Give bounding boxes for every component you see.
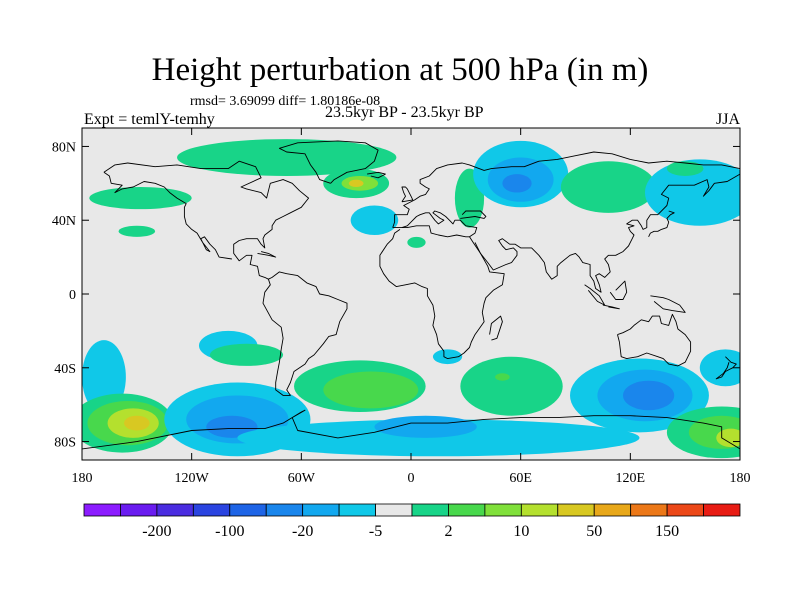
coastline-19 (367, 171, 386, 179)
coastline-13 (584, 284, 606, 306)
colorbar-box-2 (156, 503, 194, 517)
coastline-18 (257, 251, 277, 258)
coastline-2 (278, 140, 379, 184)
colorbar-label-1: -100 (215, 523, 244, 540)
chart-title: Height perturbation at 500 hPa (in m) (151, 52, 649, 88)
anomaly-layer (82, 139, 740, 459)
x-tick-label-5: 120E (616, 471, 646, 486)
x-tick-label-1: 120W (175, 471, 210, 486)
anomaly-region-0 (177, 139, 397, 176)
colorbar-box-10 (448, 503, 486, 517)
anomaly-region-30 (495, 373, 510, 381)
colorbar-box-13 (557, 503, 595, 517)
coastline-3 (392, 151, 740, 228)
coastline-5 (401, 210, 478, 238)
anomaly-region-12 (560, 161, 656, 213)
center-subtitle: 23.5kyr BP - 23.5kyr BP (325, 104, 484, 121)
right-subtitle: JJA (715, 111, 740, 128)
anomaly-region-27 (237, 419, 640, 457)
anomaly-region-6 (350, 205, 399, 235)
y-tick-label-4: 80S (54, 436, 76, 451)
coastline-6 (460, 210, 487, 219)
anomaly-region-28 (374, 415, 477, 438)
colorbar-label-7: 150 (655, 523, 679, 540)
colorbar-box-12 (520, 503, 559, 517)
anomaly-region-34 (623, 380, 675, 411)
coastline-14 (602, 304, 620, 310)
stats-line: rmsd= 3.69099 diff= 1.80186e-08 (190, 94, 381, 109)
anomaly-region-7 (407, 236, 426, 248)
anomaly-region-22 (206, 415, 258, 438)
colorbar-label-6: 50 (586, 523, 602, 540)
anomaly-region-29 (460, 356, 563, 416)
colorbar-label-4: 2 (444, 523, 452, 540)
colorbar-box-0 (83, 503, 121, 517)
coastline-1 (103, 171, 232, 260)
coastline-17 (715, 356, 737, 380)
colorbar-box-17 (703, 503, 741, 517)
anomaly-region-24 (209, 343, 284, 366)
colorbar-box-6 (302, 503, 340, 517)
coastline-0 (103, 160, 348, 396)
y-tick-label-2: 0 (69, 288, 76, 303)
colorbar-box-9 (411, 503, 449, 517)
coastline-8 (617, 313, 692, 367)
anomaly-region-35 (699, 349, 740, 387)
y-tick-label-3: 40S (54, 362, 76, 377)
colorbar-label-0: -200 (142, 523, 171, 540)
anomaly-region-11 (502, 174, 532, 193)
colorbar-label-2: -20 (292, 523, 313, 540)
colorbar-box-5 (265, 503, 304, 517)
x-tick-label-0: 180 (72, 471, 93, 486)
coastline-7 (474, 173, 740, 293)
x-tick-label-6: 180 (730, 471, 751, 486)
anomaly-region-38 (716, 428, 740, 448)
x-tick-label-3: 0 (408, 471, 415, 486)
x-tick-label-2: 60W (288, 471, 316, 486)
anomaly-region-5 (348, 179, 364, 188)
colorbar-box-7 (338, 503, 376, 517)
colorbar-box-14 (593, 503, 632, 517)
coastline-11 (648, 210, 675, 237)
colorbar-box-11 (484, 503, 522, 517)
y-tick-label-0: 80N (52, 140, 76, 155)
x-tick-label-4: 60E (509, 471, 532, 486)
colorbar-box-3 (192, 503, 231, 517)
colorbar-box-4 (229, 503, 267, 517)
colorbar-label-3: -5 (369, 523, 382, 540)
left-subtitle: Expt = temlY-temhy (84, 111, 215, 128)
anomaly-region-31 (432, 349, 463, 365)
coastline-layer (82, 140, 740, 450)
anomaly-region-26 (323, 371, 419, 409)
colorbar-box-16 (666, 503, 704, 517)
anomaly-region-14 (666, 161, 704, 176)
y-tick-label-1: 40N (52, 214, 76, 229)
anomaly-region-2 (118, 225, 156, 237)
colorbar-box-1 (120, 503, 158, 517)
anomaly-region-13 (644, 159, 740, 226)
coastline-16 (650, 295, 686, 313)
coastline-4 (379, 225, 505, 360)
colorbar-box-15 (630, 503, 668, 517)
anomaly-region-19 (124, 415, 150, 431)
coastline-15 (609, 280, 628, 300)
coastline-10 (401, 186, 414, 203)
coastline-9 (82, 409, 740, 450)
coastline-12 (489, 315, 503, 341)
colorbar-label-5: 10 (513, 523, 529, 540)
colorbar-box-8 (375, 503, 413, 517)
